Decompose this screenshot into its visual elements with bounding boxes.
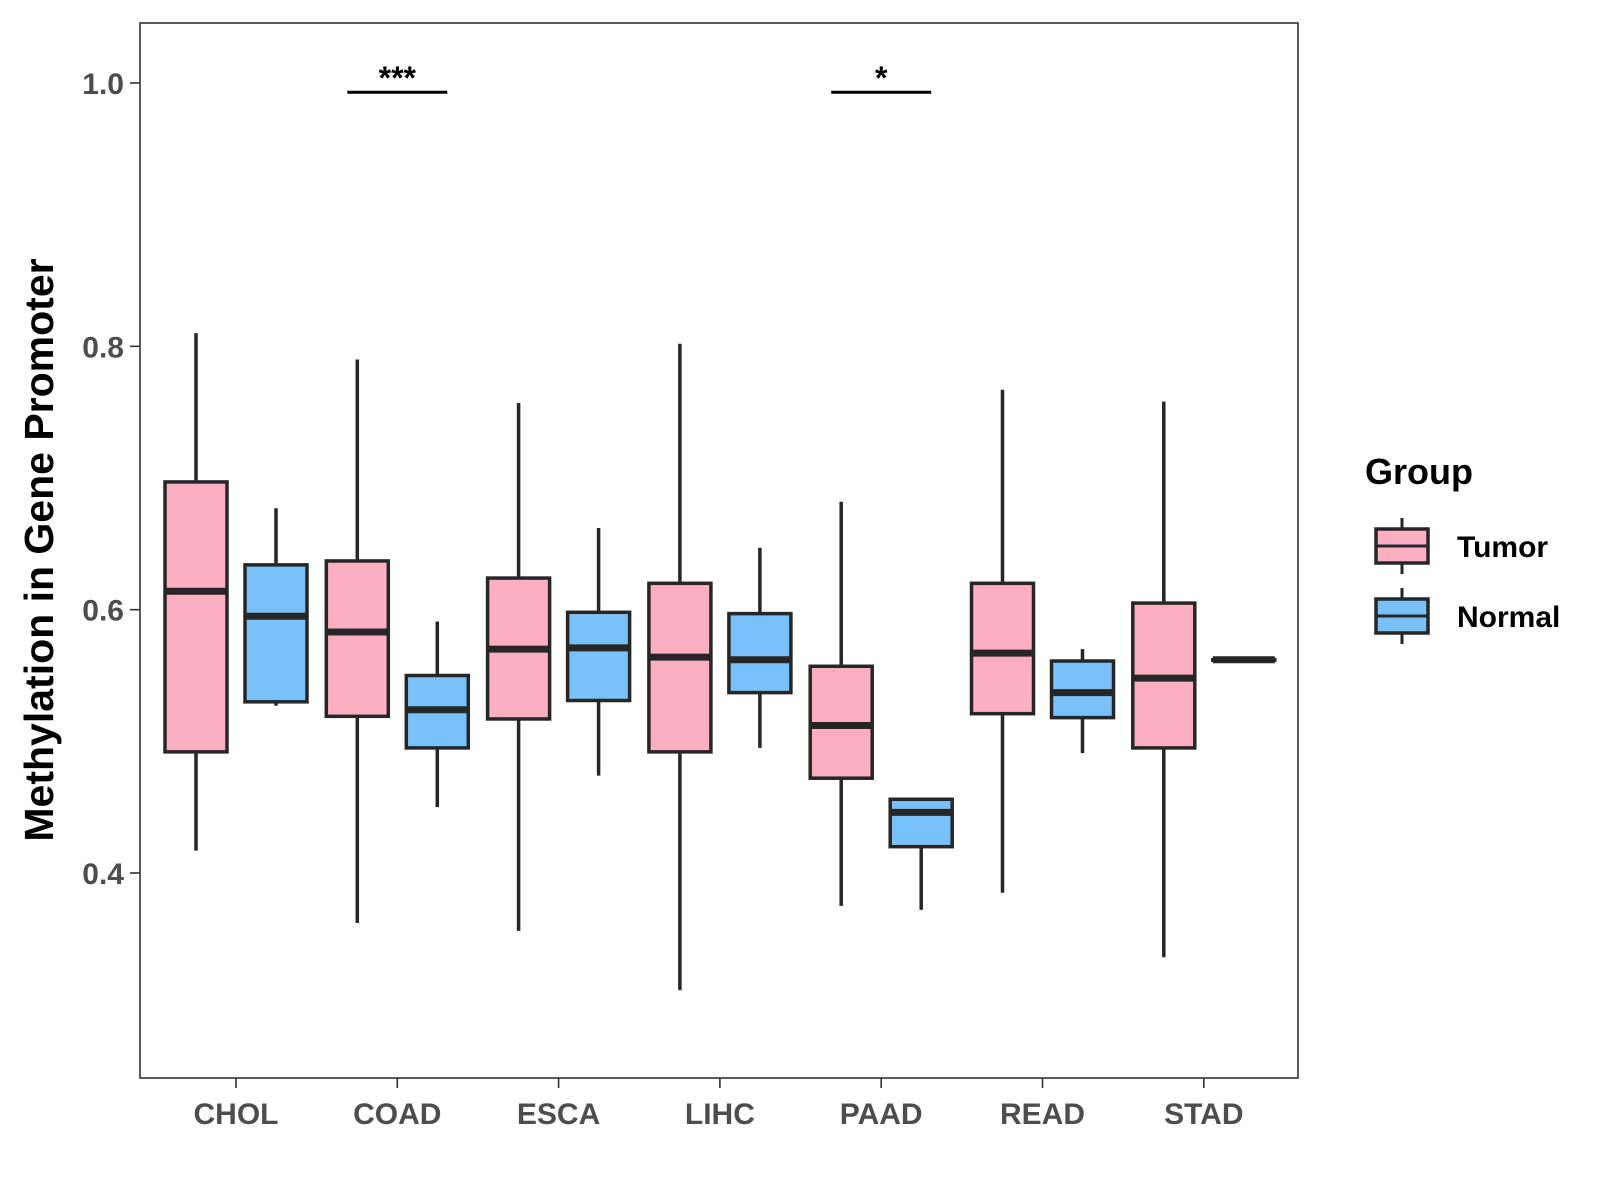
box-normal-lihc bbox=[727, 547, 793, 748]
box-normal-esca bbox=[565, 528, 632, 776]
legend-label: Normal bbox=[1457, 601, 1560, 634]
legend-key-normal: Normal bbox=[1374, 588, 1560, 644]
significance-label: * bbox=[875, 60, 888, 96]
box-tumor-read bbox=[969, 389, 1036, 893]
box-tumor-chol bbox=[163, 333, 229, 851]
box-normal-chol bbox=[243, 508, 309, 706]
box-tumor-coad bbox=[324, 359, 391, 924]
y-axis-title: Methylation in Gene Promoter bbox=[16, 258, 62, 841]
plot-area: *** * bbox=[163, 60, 1277, 991]
y-tick-label: 0.4 bbox=[82, 858, 124, 891]
box-normal-coad bbox=[404, 621, 471, 808]
box-body bbox=[647, 581, 713, 754]
x-tick-label-chol: CHOL bbox=[194, 1098, 279, 1131]
x-tick-label-read: READ bbox=[1000, 1098, 1085, 1131]
y-axis: 0.4 0.6 0.8 1.0 bbox=[82, 68, 140, 891]
x-tick-label-paad: PAAD bbox=[840, 1098, 923, 1131]
legend-label: Tumor bbox=[1457, 531, 1548, 564]
x-tick-label-esca: ESCA bbox=[517, 1098, 600, 1131]
box-body bbox=[163, 480, 229, 754]
x-tick-label-stad: STAD bbox=[1164, 1098, 1243, 1131]
significance-coad: *** bbox=[347, 60, 448, 96]
y-tick-label: 0.6 bbox=[82, 595, 124, 628]
box-body bbox=[969, 581, 1036, 716]
box-tumor-stad bbox=[1131, 401, 1197, 958]
x-axis: CHOL COAD ESCA LIHC PAAD READ STAD bbox=[194, 1078, 1244, 1131]
significance-paad: * bbox=[831, 60, 932, 96]
significance-label: *** bbox=[379, 60, 417, 96]
panel-border bbox=[139, 22, 1299, 1079]
box-tumor-esca bbox=[485, 402, 552, 931]
box-normal-stad bbox=[1211, 656, 1277, 664]
legend: Group Tumor Normal bbox=[1365, 451, 1560, 644]
x-tick-label-lihc: LIHC bbox=[685, 1098, 755, 1131]
legend-keys: Tumor Normal bbox=[1374, 518, 1560, 644]
x-tick-label-coad: COAD bbox=[353, 1098, 441, 1131]
box-body bbox=[243, 563, 309, 704]
box-body bbox=[565, 610, 632, 703]
box-tumor-paad bbox=[808, 501, 874, 906]
box-body bbox=[888, 797, 954, 849]
box-body bbox=[324, 559, 391, 719]
legend-title: Group bbox=[1365, 451, 1473, 492]
box-body bbox=[727, 611, 793, 695]
box-normal-paad bbox=[888, 797, 954, 910]
legend-key-tumor: Tumor bbox=[1374, 518, 1548, 574]
box-tumor-lihc bbox=[647, 343, 713, 991]
box-normal-read bbox=[1049, 649, 1116, 754]
y-tick-label: 0.8 bbox=[82, 331, 124, 364]
y-tick-label: 1.0 bbox=[82, 68, 124, 101]
